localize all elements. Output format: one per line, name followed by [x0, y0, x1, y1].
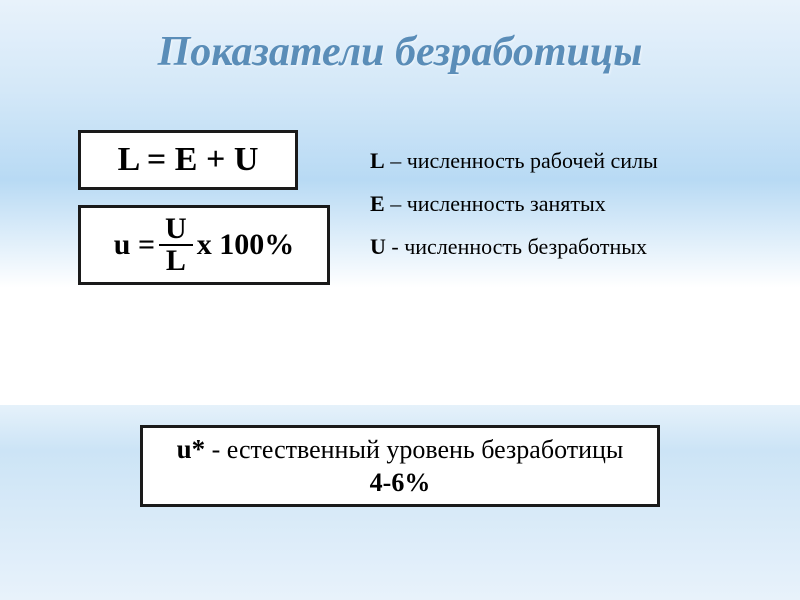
- legend-u-text: - численность безработных: [386, 234, 647, 259]
- natural-line1: u* - естественный уровень безработицы: [177, 433, 624, 467]
- formula2-prefix: u =: [114, 228, 155, 262]
- natural-unemployment-box: u* - естественный уровень безработицы 4-…: [140, 425, 660, 507]
- formula2-suffix: x 100%: [197, 228, 295, 262]
- legend-l-sym: L: [370, 148, 385, 173]
- formula2-numerator: U: [159, 214, 193, 246]
- legend: L – численность рабочей силы E – численн…: [370, 140, 658, 269]
- formula-labor-force: L = E + U: [78, 130, 298, 190]
- white-band: [0, 300, 800, 405]
- legend-l-text: – численность рабочей силы: [385, 148, 658, 173]
- formula1-text: L = E + U: [118, 141, 259, 179]
- legend-e-sym: E: [370, 191, 385, 216]
- legend-u-sym: U: [370, 234, 386, 259]
- formula2-fraction: U L: [159, 214, 193, 276]
- legend-e-text: – численность занятых: [385, 191, 606, 216]
- natural-text: - естественный уровень безработицы: [205, 435, 623, 464]
- legend-l: L – численность рабочей силы: [370, 140, 658, 183]
- formula2-denominator: L: [160, 246, 192, 276]
- slide-title: Показатели безработицы: [0, 0, 800, 76]
- legend-u: U - численность безработных: [370, 226, 658, 269]
- natural-sym: u*: [177, 434, 206, 464]
- natural-range: 4-6%: [370, 467, 431, 500]
- legend-e: E – численность занятых: [370, 183, 658, 226]
- formula-unemployment-rate: u = U L x 100%: [78, 205, 330, 285]
